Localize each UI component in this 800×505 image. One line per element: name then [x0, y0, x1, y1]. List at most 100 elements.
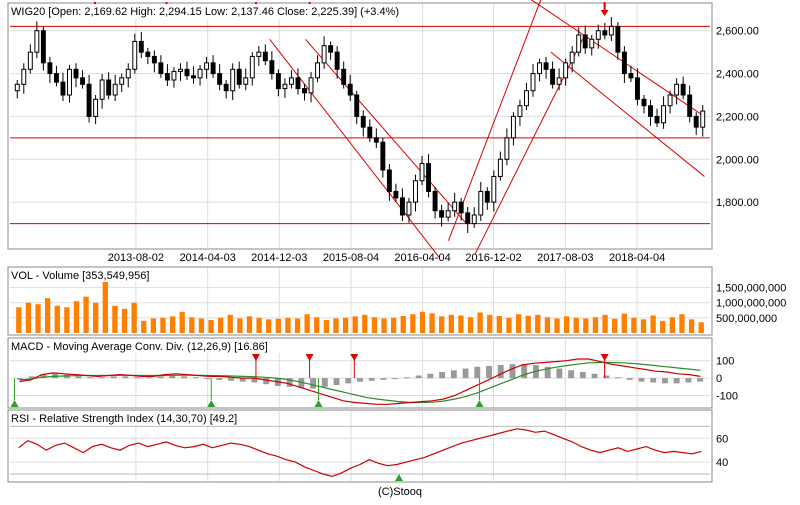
candle-body [341, 68, 347, 85]
volume-bar [73, 301, 80, 333]
macd-histogram-bar [568, 370, 575, 379]
macd-marker-down [600, 354, 609, 361]
candle-body [367, 126, 373, 139]
volume-y-tick: 1,000,000,000 [716, 298, 786, 310]
macd-histogram-bar [450, 370, 457, 379]
volume-bars [16, 281, 704, 333]
candle-body [132, 40, 138, 70]
volume-bar [169, 316, 176, 333]
candle-body [419, 163, 425, 182]
volume-bar [246, 316, 253, 333]
macd-histogram-bar [626, 378, 633, 380]
macd-histogram-bar [427, 373, 434, 379]
macd-y-tick: -100 [716, 391, 738, 403]
macd-histogram-bar [333, 378, 340, 386]
credit: (C)Stooq [378, 486, 422, 498]
volume-bar [679, 314, 685, 333]
price-y-tick-labels: 2,600.00 2,400.00 2,200.00 2,000.00 1,800.00 [716, 26, 759, 209]
macd-marker-down [350, 354, 359, 361]
candle-body [543, 62, 549, 70]
macd-histogram-bar [345, 378, 352, 384]
candle-body [171, 70, 177, 81]
volume-bar [650, 315, 656, 333]
rsi-y-tick: 60 [716, 433, 728, 445]
candle-body [86, 83, 92, 117]
price-trend-line [550, 51, 705, 177]
price-x-tick: 2016-12-02 [465, 252, 521, 264]
candle-body [73, 68, 79, 79]
rsi-grid [10, 411, 710, 481]
price-x-tick-labels: 2013-08-02 2014-04-03 2014-12-03 2015-08-04… [108, 252, 666, 264]
macd-histogram-bar [521, 364, 528, 379]
macd-histogram-bar [368, 378, 375, 381]
volume-bar [467, 317, 474, 333]
volume-bar [141, 320, 147, 333]
volume-bar [150, 318, 157, 333]
volume-bar [544, 317, 551, 333]
candle-body [243, 77, 249, 85]
macd-lines [19, 358, 701, 405]
candle-body [308, 77, 314, 94]
volume-bar [525, 315, 531, 333]
volume-bar [314, 317, 320, 333]
volume-y-tick-labels: 1,500,000,000 1,000,000,000 500,000,000 [716, 283, 786, 325]
price-y-tick: 2,600.00 [716, 26, 759, 38]
candle-body [321, 45, 327, 64]
macd-histogram-bar [650, 378, 657, 383]
candle-body [256, 51, 262, 57]
volume-bar [54, 305, 60, 333]
rsi-marker-up [394, 474, 403, 481]
candle-body [230, 68, 236, 92]
volume-bar [362, 314, 368, 333]
candle-body [145, 51, 151, 57]
candle-body [393, 190, 399, 199]
candle-body [445, 210, 451, 218]
volume-bar [237, 318, 243, 333]
candle-body [608, 25, 614, 36]
volume-bar [583, 318, 589, 333]
volume-bar [429, 313, 435, 333]
volume-bar [602, 314, 608, 333]
price-horizontal-levels [10, 25, 710, 225]
candle-body [14, 83, 20, 92]
candle-body [497, 158, 503, 177]
candle-body [674, 83, 680, 96]
candle-body [510, 115, 516, 139]
candle-body [217, 73, 223, 85]
volume-bar [16, 307, 22, 333]
macd-histogram-bar [251, 378, 258, 383]
candle-body [550, 68, 556, 85]
macd-histogram-bar [122, 376, 129, 379]
candle-body [530, 73, 536, 92]
macd-histogram-bar [415, 375, 422, 379]
candle-body [275, 73, 281, 90]
volume-bar [592, 317, 599, 333]
volume-bar [410, 314, 416, 333]
candle-body [615, 25, 621, 53]
candle-body [687, 94, 693, 117]
price-x-tick: 2016-04-04 [394, 252, 450, 264]
candle-body [223, 83, 229, 92]
macd-histogram-bar [204, 378, 211, 380]
volume-bar [419, 311, 426, 333]
candle-body [582, 34, 588, 49]
candle-body [354, 94, 360, 117]
macd-histogram-bar [157, 376, 164, 379]
macd-histogram-bar [145, 377, 152, 379]
candle-body [667, 94, 673, 107]
macd-histogram-bar [497, 365, 504, 379]
candle-body [119, 77, 125, 85]
volume-bar [381, 318, 387, 333]
candle-body [700, 110, 706, 128]
macd-histogram-bar [685, 378, 692, 383]
price-x-tick: 2017-08-03 [537, 252, 593, 264]
macd-marker-up [207, 400, 216, 407]
candle-body [654, 115, 660, 124]
candle-body [537, 62, 542, 75]
rsi-line-group [18, 428, 702, 478]
volume-bar [112, 305, 118, 333]
candle-body [576, 34, 582, 53]
macd-histogram-bar [556, 368, 563, 379]
volume-bar [515, 314, 522, 333]
macd-histogram-bar [615, 377, 621, 379]
